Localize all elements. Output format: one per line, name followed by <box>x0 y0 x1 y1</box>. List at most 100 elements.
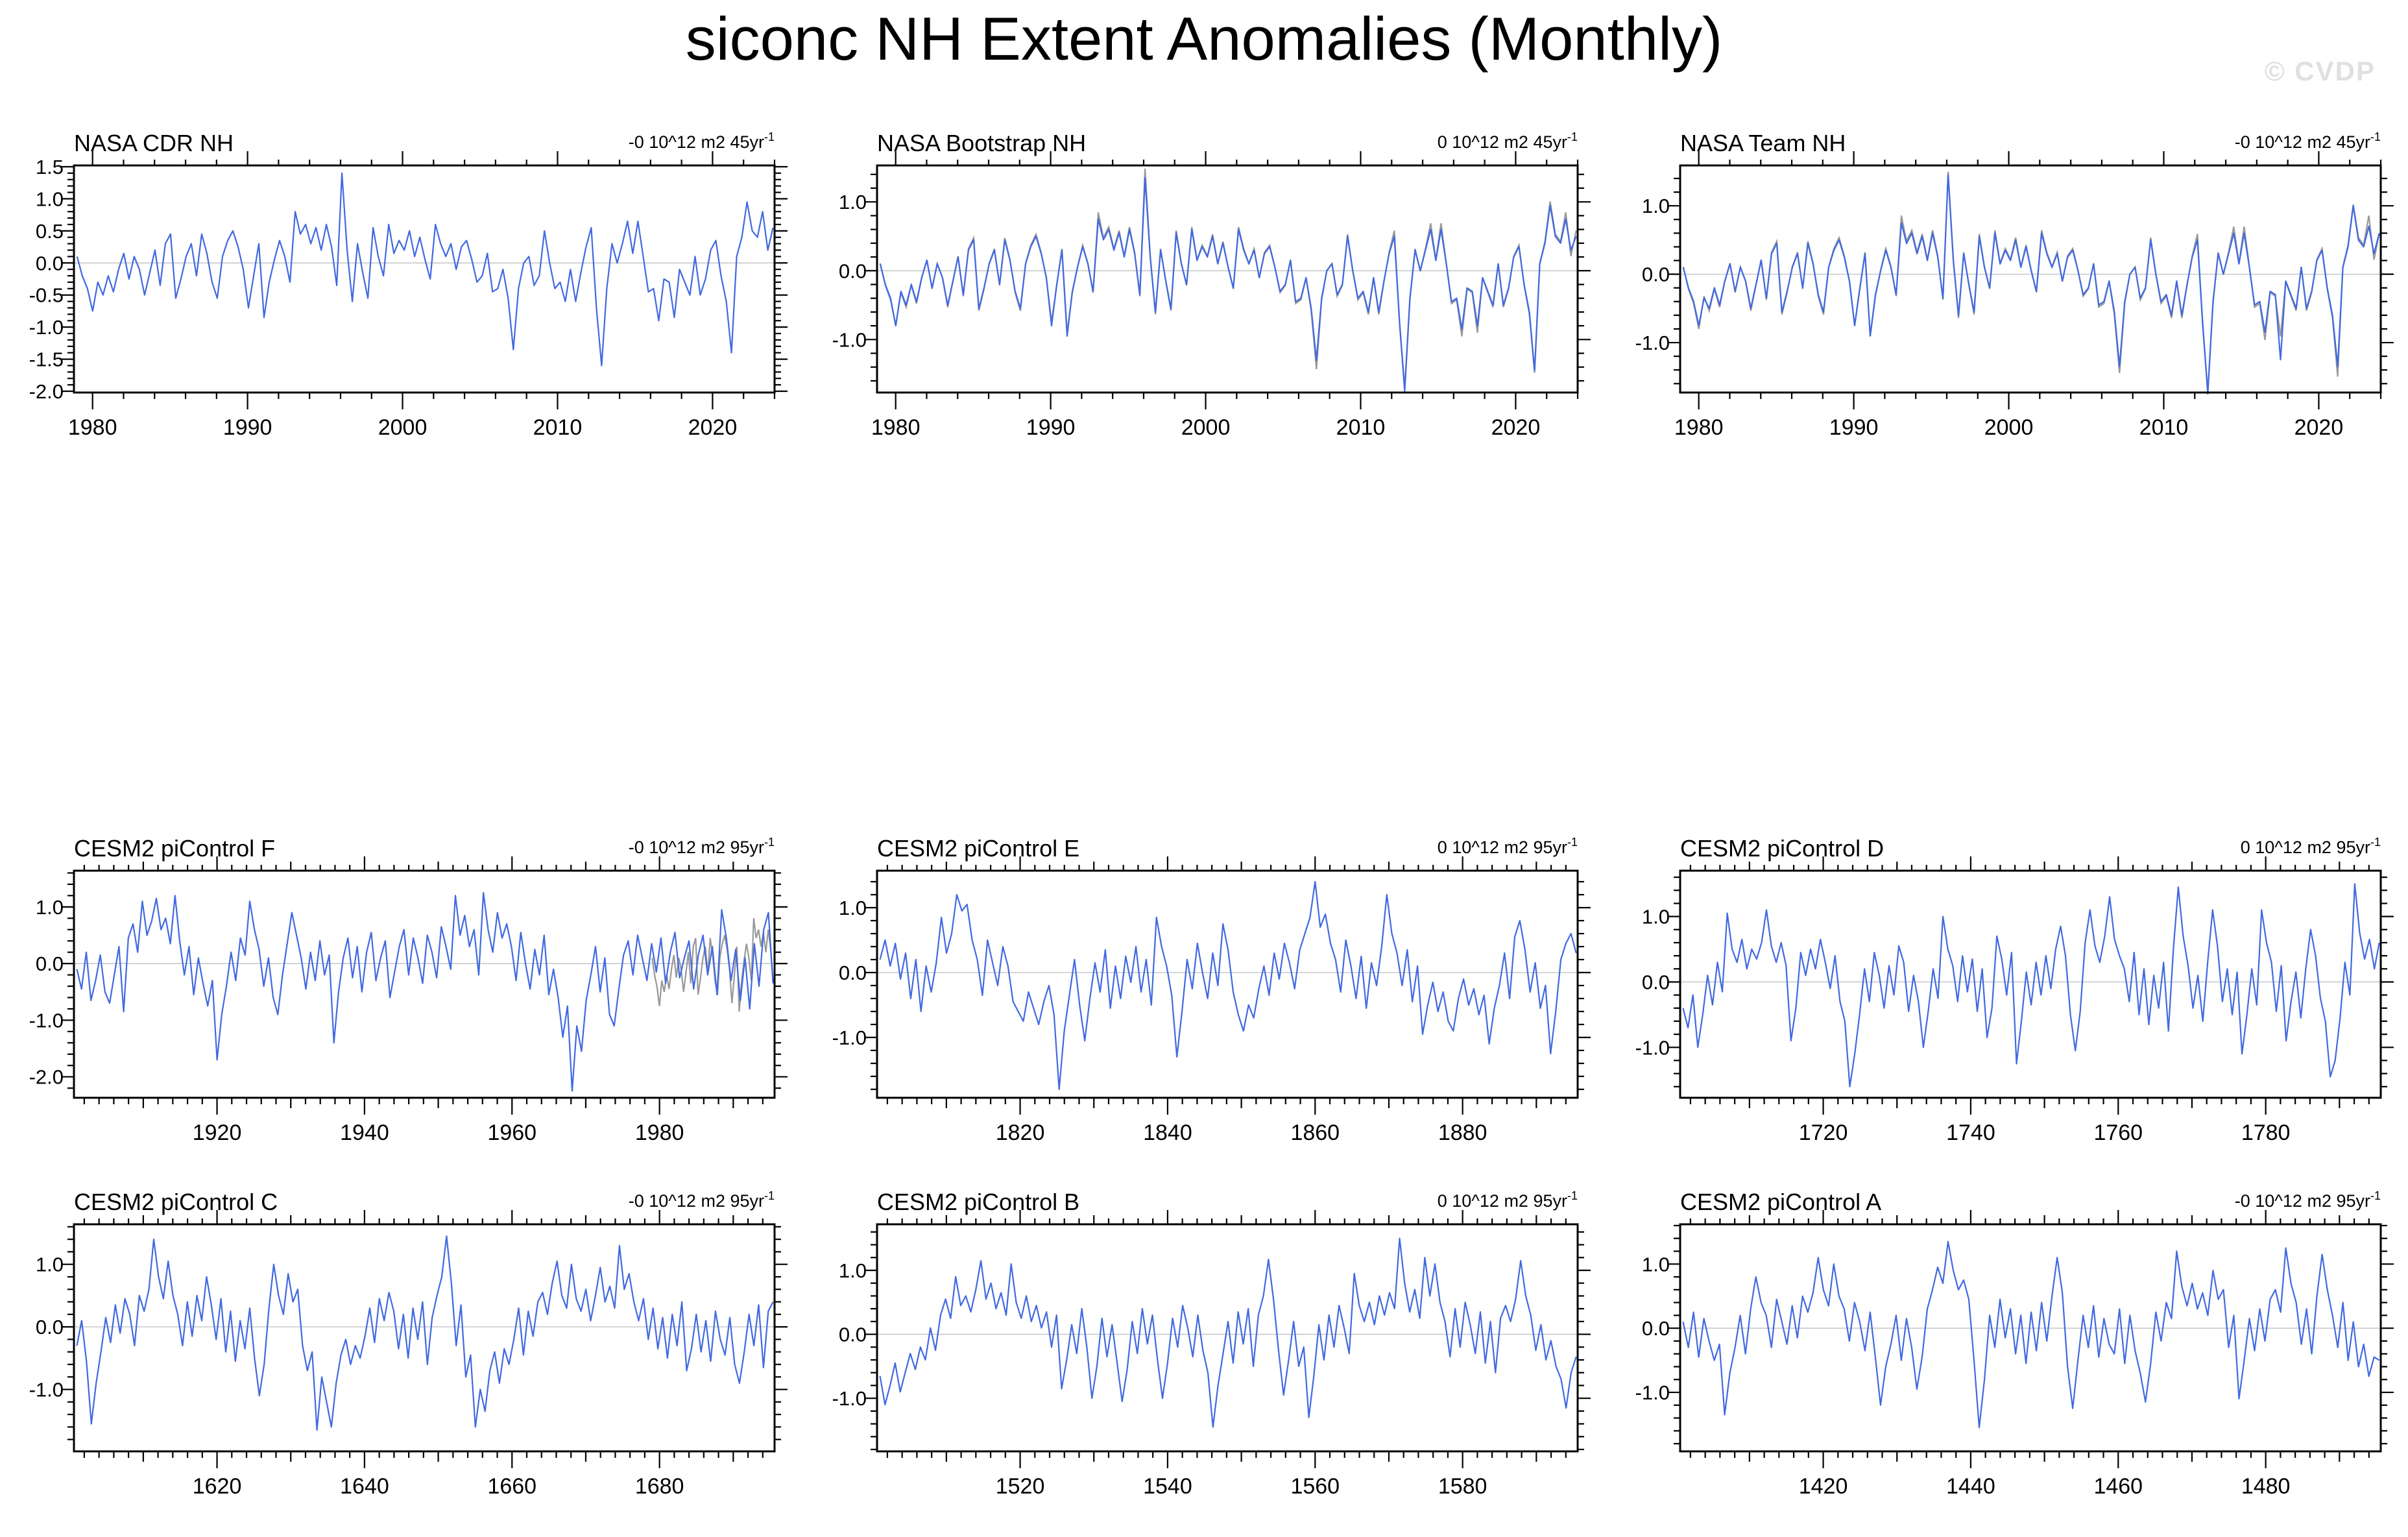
trend-label: 0 10^12 m2 95yr-1 <box>1438 1189 1578 1211</box>
y-tick-label: -1.0 <box>832 1026 867 1049</box>
x-tick-label: 1740 <box>1946 1120 1995 1145</box>
x-tick-label: 1820 <box>996 1120 1045 1145</box>
series-line <box>879 176 1577 392</box>
y-tick-label: 1.0 <box>1642 906 1670 928</box>
y-tick-label: -1.5 <box>29 348 64 371</box>
x-tick-label: 1840 <box>1143 1120 1192 1145</box>
y-tick-label: 1.0 <box>839 1259 867 1282</box>
y-tick-label: 1.0 <box>36 1253 64 1276</box>
y-tick-label: -1.0 <box>1635 1036 1670 1059</box>
x-tick-label: 1420 <box>1799 1474 1848 1499</box>
y-tick-label: 1.5 <box>36 156 64 178</box>
y-tick-label: -1.0 <box>832 1387 867 1410</box>
x-tick-label: 1780 <box>2241 1120 2291 1145</box>
x-tick-label: 2000 <box>1181 415 1231 440</box>
x-tick-label: 1540 <box>1143 1474 1192 1499</box>
x-tick-label: 1480 <box>2241 1474 2291 1499</box>
plot-frame <box>876 1223 1579 1453</box>
series-line <box>1682 883 2380 1087</box>
y-tick-label: 1.0 <box>839 897 867 919</box>
y-tick-label: 0.0 <box>1642 1317 1670 1340</box>
x-tick-label: 1990 <box>223 415 272 440</box>
chart-panel-cesm2-picontrol-b: CESM2 piControl B 0 10^12 m2 95yr-1 1520 15… <box>832 1189 1591 1499</box>
y-tick-label: 0.0 <box>36 1316 64 1338</box>
chart-panel-cesm2-picontrol-c: CESM2 piControl C -0 10^12 m2 95yr-1 1620 1… <box>29 1189 788 1499</box>
series-line <box>76 1235 774 1431</box>
y-tick-label: 1.0 <box>36 896 64 919</box>
y-tick-label: 0.5 <box>36 220 64 243</box>
chart-panel-cesm2-picontrol-d: CESM2 piControl D 0 10^12 m2 95yr-1 1720 17… <box>1635 835 2394 1145</box>
y-tick-label: 0.0 <box>839 260 867 282</box>
y-tick-label: -1.0 <box>1635 1381 1670 1404</box>
series-line <box>1682 1240 2380 1429</box>
plot-frame <box>73 869 776 1099</box>
plot-frame <box>1679 1223 2382 1453</box>
panel-title: CESM2 piControl A <box>1680 1189 1881 1215</box>
y-tick-label: 0.0 <box>1642 263 1670 286</box>
x-tick-label: 2020 <box>2294 415 2344 440</box>
overlay-line <box>879 168 1577 388</box>
chart-panel-nasa-team-nh: NASA Team NH -0 10^12 m2 45yr-1 1980 1990 20… <box>1635 130 2394 440</box>
y-tick-label: -1.0 <box>832 328 867 351</box>
panel-title: CESM2 piControl F <box>74 835 275 862</box>
x-tick-label: 1960 <box>487 1120 536 1145</box>
x-tick-label: 1460 <box>2093 1474 2143 1499</box>
y-tick-label: 1.0 <box>1642 1253 1670 1276</box>
y-tick-label: 0.0 <box>839 962 867 984</box>
x-tick-label: 1860 <box>1290 1120 1340 1145</box>
x-tick-label: 1520 <box>996 1474 1045 1499</box>
chart-panel-cesm2-picontrol-a: CESM2 piControl A -0 10^12 m2 95yr-1 1420 1… <box>1635 1189 2394 1499</box>
panel-title: CESM2 piControl B <box>877 1189 1079 1215</box>
x-tick-label: 2010 <box>1336 415 1386 440</box>
x-tick-label: 1990 <box>1026 415 1076 440</box>
x-tick-label: 1880 <box>1438 1120 1487 1145</box>
x-tick-label: 1980 <box>635 1120 684 1145</box>
x-tick-label: 1980 <box>871 415 921 440</box>
x-tick-label: 1980 <box>68 415 117 440</box>
chart-panel-cesm2-picontrol-e: CESM2 piControl E 0 10^12 m2 95yr-1 1820 18… <box>832 835 1591 1145</box>
y-tick-label: -1.0 <box>29 316 64 339</box>
plot-frame <box>876 869 1579 1099</box>
x-tick-label: 2010 <box>533 415 583 440</box>
y-tick-label: 1.0 <box>839 191 867 213</box>
panel-title: NASA Team NH <box>1680 130 1846 156</box>
x-tick-label: 2020 <box>1491 415 1541 440</box>
plot-frame <box>73 164 776 394</box>
x-tick-label: 1980 <box>1674 415 1724 440</box>
x-tick-label: 1940 <box>340 1120 389 1145</box>
y-tick-label: -1.0 <box>29 1009 64 1032</box>
panel-title: CESM2 piControl E <box>877 835 1079 862</box>
x-tick-label: 1640 <box>340 1474 389 1499</box>
y-tick-label: 1.0 <box>36 188 64 210</box>
y-tick-label: -0.5 <box>29 284 64 307</box>
series-line <box>879 1237 1577 1428</box>
chart-panel-nasa-bootstrap-nh: NASA Bootstrap NH 0 10^12 m2 45yr-1 1980 19… <box>832 130 1591 440</box>
plot-frame <box>1679 164 2382 394</box>
cvdp-watermark: © CVDP <box>2264 56 2376 86</box>
series-line <box>76 891 774 1092</box>
panel-title: NASA Bootstrap NH <box>877 130 1086 156</box>
trend-label: -0 10^12 m2 95yr-1 <box>2235 1189 2381 1211</box>
trend-label: -0 10^12 m2 45yr-1 <box>629 130 775 152</box>
x-tick-label: 1580 <box>1438 1474 1487 1499</box>
panel-title: CESM2 piControl D <box>1680 835 1884 862</box>
overlay-line <box>651 918 774 1012</box>
x-tick-label: 2000 <box>378 415 427 440</box>
x-tick-label: 2010 <box>2139 415 2189 440</box>
y-tick-label: 0.0 <box>839 1324 867 1346</box>
x-tick-label: 1760 <box>2093 1120 2143 1145</box>
trend-label: -0 10^12 m2 95yr-1 <box>629 1189 775 1211</box>
y-tick-label: 0.0 <box>36 952 64 975</box>
y-tick-label: 1.0 <box>1642 195 1670 217</box>
panel-title: NASA CDR NH <box>74 130 234 156</box>
y-tick-label: 0.0 <box>1642 971 1670 993</box>
page-title: siconc NH Extent Anomalies (Monthly) <box>685 5 1723 73</box>
trend-label: 0 10^12 m2 95yr-1 <box>1438 836 1578 857</box>
series-line <box>1682 174 2380 395</box>
x-tick-label: 1660 <box>487 1474 536 1499</box>
x-tick-label: 1920 <box>193 1120 242 1145</box>
x-tick-label: 1440 <box>1946 1474 1995 1499</box>
overlay-line <box>1682 171 2380 391</box>
x-tick-label: 1620 <box>193 1474 242 1499</box>
x-tick-label: 1990 <box>1829 415 1879 440</box>
